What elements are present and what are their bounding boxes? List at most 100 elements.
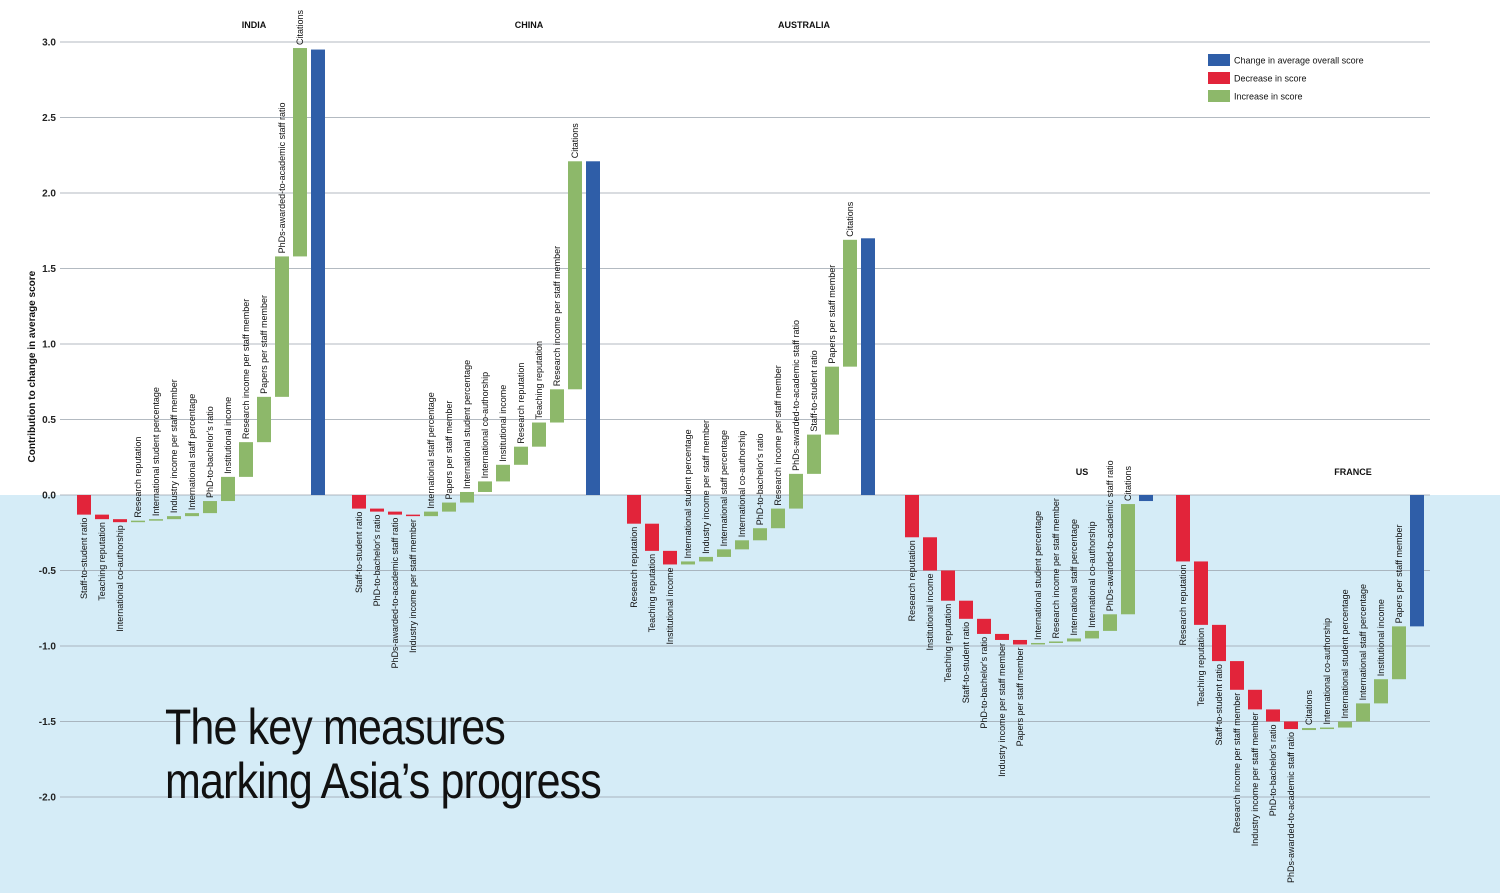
bar-label: International student percentage: [683, 429, 693, 558]
y-tick-label: -2.0: [39, 793, 57, 804]
bar-label: Citations: [295, 10, 305, 46]
bar-label: Staff-to-student ratio: [79, 518, 89, 599]
waterfall-bar: [257, 396, 271, 443]
waterfall-bar: [370, 508, 384, 512]
bar-label: Industry income per staff member: [701, 420, 711, 554]
waterfall-bar: [977, 618, 991, 634]
waterfall-bar: [1212, 624, 1226, 662]
legend-swatch: [1208, 72, 1230, 84]
waterfall-bar: [753, 528, 767, 541]
total-bar: [861, 238, 875, 496]
waterfall-bar: [959, 600, 973, 619]
waterfall-bar: [1338, 721, 1352, 728]
y-tick-label: 3.0: [42, 38, 56, 49]
bar-label: PhDs-awarded-to-academic staff ratio: [791, 320, 801, 471]
waterfall-bar: [699, 556, 713, 562]
bar-label: Papers per staff member: [444, 401, 454, 500]
waterfall-bar: [1374, 679, 1388, 704]
legend: Change in average overall score Decrease …: [1208, 54, 1364, 102]
waterfall-bar: [1031, 642, 1045, 645]
bar-label: International staff percentage: [426, 392, 436, 508]
waterfall-bar: [1176, 495, 1190, 562]
waterfall-bar: [825, 366, 839, 435]
legend-swatch: [1208, 90, 1230, 102]
waterfall-bar: [406, 514, 420, 517]
waterfall-bar: [1085, 630, 1099, 639]
bar-label: International co-authorship: [1322, 618, 1332, 725]
y-tick-label: -0.5: [39, 566, 57, 577]
waterfall-bar: [167, 516, 181, 520]
negative-region-background: [0, 495, 1500, 893]
waterfall-bar: [239, 442, 253, 477]
waterfall-bar: [1320, 727, 1334, 730]
waterfall-bar: [1230, 661, 1244, 690]
bar-label: Research income per staff member: [1051, 498, 1061, 638]
bar-label: International student percentage: [1340, 589, 1350, 718]
y-tick-label: 1.0: [42, 340, 56, 351]
waterfall-bar: [113, 519, 127, 523]
bar-label: Papers per staff member: [259, 295, 269, 394]
country-label: FRANCE: [1334, 467, 1372, 477]
waterfall-bar: [1049, 641, 1063, 643]
headline: The key measures marking Asia’s progress: [165, 700, 767, 808]
bar-label: International staff percentage: [1358, 584, 1368, 700]
total-bar: [1410, 495, 1424, 627]
headline-line-2: marking Asia’s progress: [165, 753, 602, 809]
bar-label: International student percentage: [151, 387, 161, 516]
waterfall-bar: [1121, 504, 1135, 615]
waterfall-bar: [203, 501, 217, 514]
bar-label: PhD-to-bachelor's ratio: [205, 406, 215, 498]
bar-label: International student percentage: [462, 360, 472, 489]
waterfall-bar: [807, 434, 821, 474]
bar-label: PhDs-awarded-to-academic staff ratio: [1105, 460, 1115, 611]
waterfall-bar: [1392, 626, 1406, 680]
bar-label: Staff-to-student ratio: [1214, 664, 1224, 745]
bar-label: Papers per staff member: [1015, 647, 1025, 746]
waterfall-bar: [1284, 721, 1298, 730]
total-bar: [1139, 495, 1153, 502]
waterfall-bar: [460, 491, 474, 503]
y-tick-label: 1.5: [42, 264, 56, 275]
waterfall-bar: [717, 549, 731, 557]
bar-label: Teaching reputation: [97, 522, 107, 601]
bar-label: Industry income per staff member: [1250, 712, 1260, 846]
bar-label: Teaching reputation: [1196, 628, 1206, 707]
waterfall-bar: [1266, 709, 1280, 722]
bar-label: Research income per staff member: [773, 365, 783, 505]
waterfall-bar: [941, 570, 955, 601]
legend-label: Decrease in score: [1234, 74, 1307, 84]
bar-label: Staff-to-student ratio: [354, 512, 364, 593]
bar-label: PhD-to-bachelor's ratio: [372, 515, 382, 607]
waterfall-bar: [905, 495, 919, 538]
bar-label: Teaching reputation: [534, 341, 544, 420]
country-label: US: [1076, 467, 1089, 477]
waterfall-bar: [627, 495, 641, 524]
bar-label: Industry income per staff member: [169, 379, 179, 513]
waterfall-bar: [995, 633, 1009, 640]
bar-label: Citations: [1123, 466, 1133, 502]
y-axis-label: Contribution to change in average score: [27, 270, 38, 462]
waterfall-bar: [293, 48, 307, 257]
waterfall-bar: [568, 161, 582, 390]
waterfall-bar: [95, 514, 109, 520]
waterfall-bar: [478, 481, 492, 492]
y-axis-ticks: 3.0 2.5 2.0 1.5 1.0 0.5 0.0 -0.5 -1.0 -1.5 -2.0: [39, 38, 57, 804]
country-label: CHINA: [515, 20, 544, 30]
waterfall-bar: [352, 495, 366, 509]
y-tick-label: -1.5: [39, 717, 57, 728]
waterfall-bar: [1067, 638, 1081, 642]
bar-label: International co-authorship: [115, 525, 125, 632]
waterfall-bar: [663, 550, 677, 565]
waterfall-bar: [789, 473, 803, 509]
bar-label: International staff percentage: [719, 430, 729, 546]
waterfall-bar: [923, 537, 937, 571]
bar-label: Institutional income: [498, 385, 508, 462]
total-bar: [586, 161, 600, 496]
bar-label: Industry income per staff member: [997, 643, 1007, 777]
waterfall-bar: [77, 495, 91, 515]
waterfall-bar: [388, 511, 402, 515]
bar-label: Research income per staff member: [552, 246, 562, 386]
total-bar: [311, 49, 325, 496]
bar-labels: Staff-to-student ratio Teaching reputatio…: [79, 10, 1404, 883]
